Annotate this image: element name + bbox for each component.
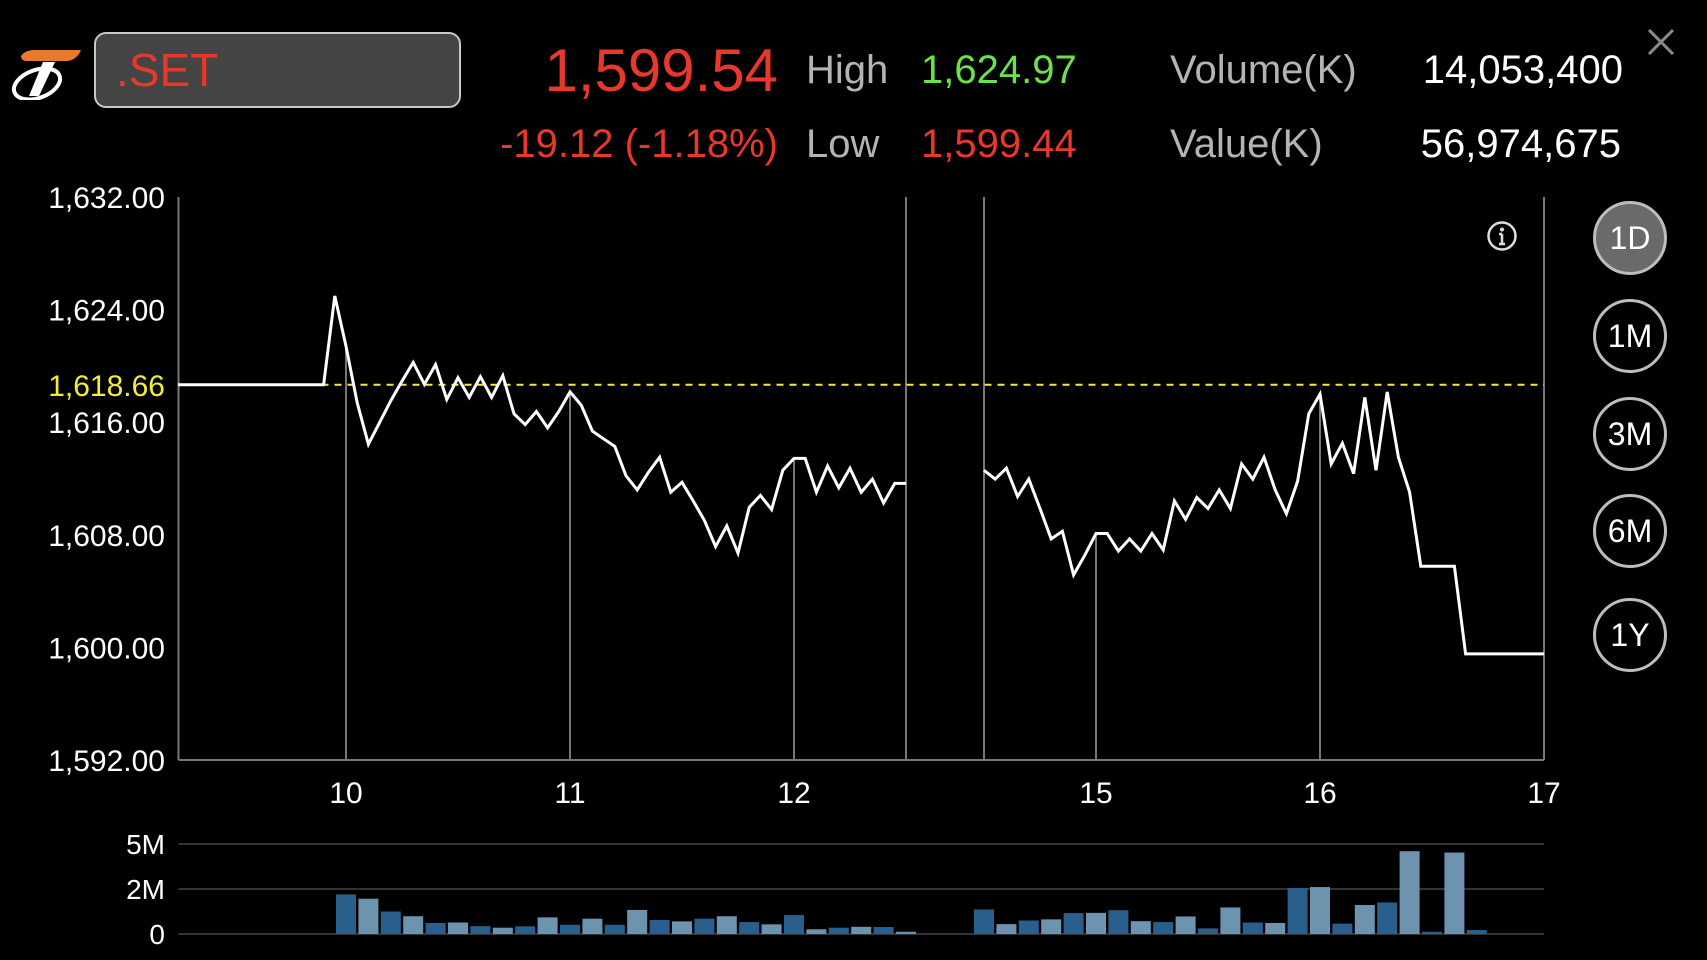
x-tick-label: 15	[1079, 777, 1112, 810]
volume-bar	[828, 927, 849, 934]
high-value: 1,624.97	[921, 48, 1077, 92]
y-tick-label: 1,600.00	[48, 632, 165, 665]
low-value: 1,599.44	[921, 122, 1077, 166]
y-tick-label: 1,608.00	[48, 520, 165, 553]
value-label: Value(K)	[1170, 122, 1323, 166]
volume-bar	[672, 921, 692, 934]
volume-bar	[1399, 851, 1420, 934]
high-label: High	[806, 48, 889, 92]
volume-bar	[358, 898, 379, 934]
timeframe-3m-button[interactable]: 3M	[1593, 397, 1667, 471]
volume-bar	[1220, 907, 1241, 934]
volume-bar	[1444, 852, 1465, 934]
volume-label: Volume(K)	[1170, 48, 1357, 92]
info-icon[interactable]	[1486, 220, 1518, 252]
low-label: Low	[806, 122, 880, 166]
volume-bar	[1422, 931, 1442, 934]
volume-bar	[1063, 913, 1084, 934]
volume-bar	[336, 894, 356, 934]
volume-bar	[784, 915, 804, 934]
x-tick-label: 17	[1527, 777, 1560, 810]
volume-bar	[425, 922, 446, 934]
volume-bar	[448, 922, 468, 934]
x-tick-label: 10	[329, 777, 362, 810]
volume-tick-label: 0	[149, 919, 165, 950]
volume-bar	[1198, 928, 1218, 934]
volume-bar	[470, 926, 491, 934]
close-icon[interactable]	[1645, 26, 1677, 58]
volume-bar	[1377, 902, 1398, 934]
volume-bar	[739, 922, 760, 934]
volume-bar	[1287, 887, 1308, 934]
volume-bar	[896, 931, 916, 934]
volume-bar	[996, 924, 1017, 934]
volume-bar	[1265, 922, 1286, 934]
y-tick-label: 1,632.00	[48, 182, 165, 215]
x-tick-label: 16	[1303, 777, 1336, 810]
timeframe-1d-button[interactable]: 1D	[1593, 201, 1667, 275]
last-price: 1,599.54	[544, 37, 778, 104]
volume-bar	[627, 909, 648, 934]
volume-bar	[1086, 912, 1106, 934]
volume-bar	[1242, 922, 1263, 934]
volume-bar	[649, 920, 670, 934]
timeframe-6m-button[interactable]: 6M	[1593, 494, 1667, 568]
volume-bar	[1041, 919, 1062, 934]
volume-tick-label: 2M	[126, 874, 165, 905]
volume-bar	[1175, 916, 1196, 934]
volume-bar	[582, 918, 603, 934]
price-line	[983, 389, 1544, 656]
y-tick-label: 1,624.00	[48, 295, 165, 328]
value-value: 56,974,675	[1420, 122, 1621, 166]
volume-bar	[1130, 921, 1151, 934]
volume-bar	[1354, 904, 1375, 934]
broker-logo	[11, 50, 81, 100]
volume-bar	[694, 918, 715, 934]
x-tick-label: 11	[554, 777, 585, 810]
timeframe-1m-button[interactable]: 1M	[1593, 299, 1667, 373]
y-tick-label: 1,616.00	[48, 407, 165, 440]
volume-bar	[515, 926, 536, 934]
volume-bar	[716, 916, 737, 934]
y-tick-label: 1,592.00	[48, 745, 165, 778]
volume-bar	[806, 929, 827, 934]
volume-bar	[1108, 910, 1129, 934]
volume-value: 14,053,400	[1422, 48, 1623, 92]
prior-close-label: 1,618.66	[48, 370, 165, 403]
volume-bar	[1018, 920, 1039, 934]
timeframe-1y-button[interactable]: 1Y	[1593, 598, 1667, 672]
volume-bar	[604, 924, 625, 934]
volume-bar	[1466, 929, 1487, 934]
x-tick-label: 12	[777, 777, 810, 810]
price-change: -19.12 (-1.18%)	[500, 122, 778, 166]
volume-bar	[492, 927, 513, 934]
symbol-input[interactable]	[94, 32, 461, 108]
volume-bar	[537, 917, 558, 934]
volume-bar	[1332, 923, 1353, 934]
volume-bar	[380, 911, 401, 934]
volume-bar	[1310, 887, 1330, 934]
volume-bar	[403, 916, 424, 934]
volume-tick-label: 5M	[126, 829, 165, 860]
volume-bar	[560, 924, 580, 934]
volume-bar	[1153, 922, 1174, 934]
volume-bar	[761, 924, 782, 934]
price-line	[178, 295, 906, 558]
volume-bar	[873, 927, 894, 934]
volume-bar	[974, 909, 994, 934]
volume-bar	[851, 926, 872, 934]
